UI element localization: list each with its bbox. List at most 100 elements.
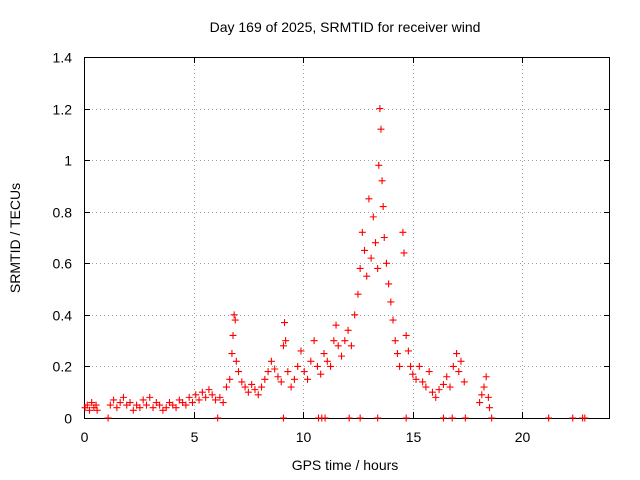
data-point bbox=[407, 362, 415, 370]
data-point bbox=[389, 316, 397, 324]
data-point bbox=[321, 414, 329, 422]
data-point bbox=[351, 311, 359, 319]
data-point bbox=[478, 391, 486, 399]
data-point bbox=[457, 357, 465, 365]
data-point bbox=[287, 383, 295, 391]
data-point bbox=[231, 316, 239, 324]
data-point bbox=[182, 401, 190, 409]
data-point bbox=[136, 404, 144, 412]
data-point bbox=[323, 357, 331, 365]
data-point bbox=[402, 414, 410, 422]
data-point bbox=[290, 375, 298, 383]
data-point bbox=[126, 399, 134, 407]
data-point bbox=[334, 342, 342, 350]
data-point bbox=[205, 386, 213, 394]
data-point bbox=[377, 125, 385, 133]
data-point bbox=[376, 105, 384, 113]
data-point bbox=[244, 388, 252, 396]
data-point bbox=[380, 234, 388, 241]
data-point bbox=[358, 228, 366, 236]
data-point bbox=[251, 386, 259, 394]
data-point bbox=[455, 368, 463, 376]
data-point bbox=[142, 401, 150, 409]
y-tick-label: 0.4 bbox=[53, 308, 73, 324]
data-point bbox=[241, 383, 249, 391]
data-point bbox=[400, 249, 408, 257]
data-point bbox=[365, 195, 373, 203]
y-tick-label: 1.2 bbox=[53, 102, 73, 118]
data-point bbox=[235, 368, 243, 376]
data-point bbox=[192, 391, 200, 399]
data-point bbox=[581, 414, 589, 422]
data-point bbox=[461, 414, 469, 422]
grid-lines bbox=[84, 57, 610, 418]
data-point bbox=[443, 373, 451, 381]
data-point bbox=[222, 383, 230, 391]
data-point bbox=[104, 414, 112, 422]
data-point bbox=[371, 239, 379, 247]
data-point bbox=[379, 203, 387, 211]
data-point bbox=[208, 391, 216, 399]
data-point bbox=[374, 414, 382, 422]
data-point bbox=[569, 414, 577, 422]
data-point bbox=[330, 337, 338, 345]
axis-tick-labels: 0 5 10 15 20 0 0.2 0.4 0.6 0.8 1 1.2 1.4 bbox=[53, 50, 531, 446]
data-point bbox=[448, 414, 456, 422]
y-tick-label: 0.8 bbox=[53, 205, 73, 221]
data-point bbox=[116, 399, 124, 407]
data-point bbox=[439, 380, 447, 388]
data-point bbox=[83, 401, 91, 409]
data-point bbox=[248, 380, 256, 388]
data-point bbox=[202, 393, 210, 401]
data-point bbox=[345, 414, 353, 422]
data-point bbox=[274, 373, 282, 381]
data-point bbox=[156, 401, 164, 409]
data-point bbox=[232, 357, 240, 365]
data-point bbox=[415, 362, 423, 370]
data-point bbox=[332, 321, 340, 329]
y-tick-label: 1.4 bbox=[53, 50, 73, 66]
data-point bbox=[284, 368, 292, 376]
data-point bbox=[402, 331, 410, 339]
data-point bbox=[229, 331, 237, 339]
data-point bbox=[354, 290, 362, 298]
data-point bbox=[338, 352, 346, 360]
data-point bbox=[385, 280, 393, 288]
data-point bbox=[449, 362, 457, 370]
plot-area-frame bbox=[84, 57, 610, 419]
data-point bbox=[432, 393, 440, 401]
data-point bbox=[393, 350, 401, 358]
data-point bbox=[347, 342, 355, 350]
data-point bbox=[310, 337, 318, 345]
data-point bbox=[356, 264, 364, 272]
x-tick-label: 0 bbox=[81, 429, 89, 445]
data-point bbox=[188, 399, 196, 407]
data-point bbox=[482, 373, 490, 381]
data-point bbox=[488, 414, 496, 422]
y-tick-label: 0.6 bbox=[53, 256, 73, 272]
data-point bbox=[279, 414, 287, 422]
data-point bbox=[419, 378, 427, 386]
data-point bbox=[409, 370, 417, 378]
data-point bbox=[267, 357, 275, 365]
data-point bbox=[297, 347, 305, 355]
data-point bbox=[230, 311, 238, 319]
data-point bbox=[374, 264, 382, 272]
data-point bbox=[279, 342, 287, 350]
data-point bbox=[412, 375, 420, 383]
data-point bbox=[172, 404, 180, 412]
data-point bbox=[387, 298, 395, 306]
data-point bbox=[356, 414, 364, 422]
data-point bbox=[460, 378, 468, 386]
data-point bbox=[149, 404, 157, 412]
data-point bbox=[254, 391, 262, 399]
data-point bbox=[304, 375, 312, 383]
data-point bbox=[361, 246, 369, 254]
data-point bbox=[294, 362, 302, 370]
data-point bbox=[129, 406, 137, 414]
data-point bbox=[139, 396, 147, 404]
data-point bbox=[396, 362, 404, 370]
data-point bbox=[399, 228, 407, 236]
data-point bbox=[277, 378, 285, 386]
data-point bbox=[214, 414, 222, 422]
